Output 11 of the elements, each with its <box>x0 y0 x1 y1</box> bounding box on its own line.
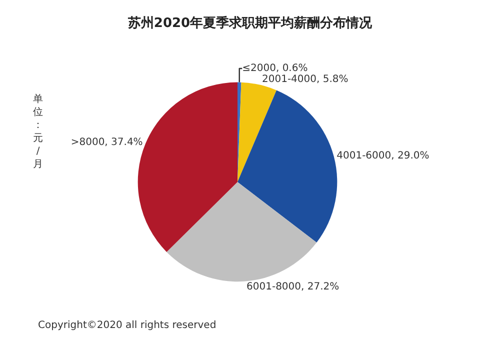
text: 单位：元/月 <box>33 93 43 170</box>
slice-label: 6001-8000, 27.2% <box>246 281 340 292</box>
slice-label: 2001-4000, 5.8% <box>262 74 348 85</box>
pie-slice <box>166 182 317 282</box>
slice-label: ≤2000, 0.6% <box>242 62 308 74</box>
chart-title: 苏州2020年夏季求职期平均薪酬分布情况 <box>126 15 374 32</box>
slice-label: >8000, 37.4% <box>70 137 143 148</box>
slice-label: 4001-6000, 29.0% <box>336 150 430 162</box>
pie-slice <box>238 82 277 182</box>
text: Copyright©2020 all rights reserved <box>38 320 216 331</box>
pie-slice <box>238 90 338 243</box>
